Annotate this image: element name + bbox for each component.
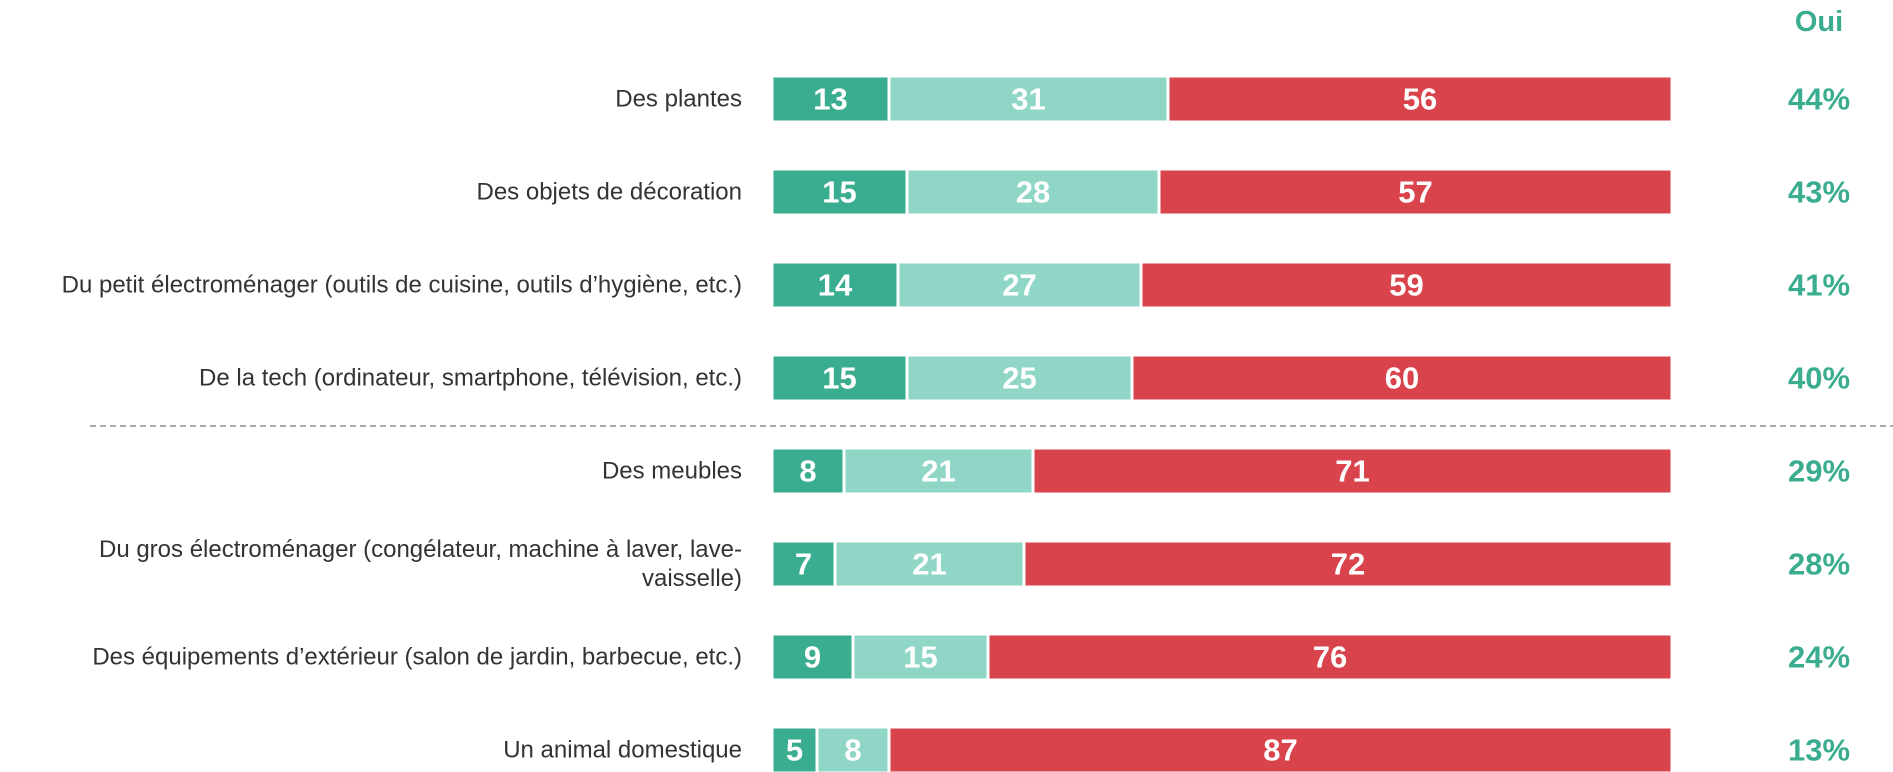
oui-value: 43% xyxy=(1788,175,1850,210)
oui-value: 28% xyxy=(1788,547,1850,582)
segment-label: 60 xyxy=(1385,361,1419,396)
oui-value: 13% xyxy=(1788,733,1850,768)
segment-label: 28 xyxy=(1016,175,1050,210)
category-label: Un animal domestique xyxy=(503,736,742,764)
segment-label: 87 xyxy=(1263,733,1297,768)
segment-label: 21 xyxy=(921,454,955,489)
segment-label: 76 xyxy=(1313,640,1347,675)
oui-value: 29% xyxy=(1788,454,1850,489)
bar-segment xyxy=(770,74,891,124)
bar-segment xyxy=(1130,353,1674,403)
segment-label: 15 xyxy=(903,640,937,675)
segment-label: 31 xyxy=(1011,82,1045,117)
segment-label: 71 xyxy=(1335,454,1369,489)
oui-value: 44% xyxy=(1788,82,1850,117)
segment-label: 15 xyxy=(822,361,856,396)
oui-value: 24% xyxy=(1788,640,1850,675)
segment-label: 59 xyxy=(1389,268,1423,303)
segment-label: 13 xyxy=(813,82,847,117)
segment-label: 8 xyxy=(799,454,816,489)
category-label: Des plantes xyxy=(615,85,742,113)
oui-value: 40% xyxy=(1788,361,1850,396)
segment-label: 21 xyxy=(912,547,946,582)
bar-segment xyxy=(887,74,1170,124)
segment-label: 5 xyxy=(786,733,803,768)
category-label: Des objets de décoration xyxy=(476,178,743,206)
oui-header: Oui xyxy=(1795,6,1843,38)
category-label: De la tech (ordinateur, smartphone, télé… xyxy=(199,364,742,392)
bar-segment xyxy=(833,539,1026,589)
segment-label: 25 xyxy=(1002,361,1036,396)
segment-label: 8 xyxy=(844,733,861,768)
category-label: Du petit électroménager (outils de cuisi… xyxy=(61,271,742,299)
bar-segment xyxy=(1022,539,1674,589)
bar-segment xyxy=(1139,260,1674,310)
segment-label: 27 xyxy=(1002,268,1036,303)
oui-value: 41% xyxy=(1788,268,1850,303)
bar-segment xyxy=(770,446,846,496)
category-label: Du gros électroménager (congélateur, mac… xyxy=(98,536,742,592)
bar-segment xyxy=(1157,167,1674,217)
bar-segment xyxy=(986,632,1674,682)
bar-segment xyxy=(1166,74,1674,124)
bar-segment xyxy=(770,725,819,772)
bar-segment xyxy=(887,725,1674,772)
category-label: Des meubles xyxy=(601,457,742,485)
bar-segment xyxy=(770,353,909,403)
bar-segment xyxy=(770,632,855,682)
bar-segment xyxy=(905,167,1161,217)
segment-label: 57 xyxy=(1398,175,1432,210)
segment-label: 72 xyxy=(1331,547,1365,582)
segment-label: 56 xyxy=(1403,82,1437,117)
bar-segment xyxy=(1031,446,1674,496)
segment-label: 9 xyxy=(804,640,821,675)
category-label: Des équipements d’extérieur (salon de ja… xyxy=(92,643,742,671)
segment-label: 15 xyxy=(822,175,856,210)
segment-label: 14 xyxy=(818,268,853,303)
segment-label: 7 xyxy=(795,547,812,582)
bar-segment xyxy=(770,539,837,589)
